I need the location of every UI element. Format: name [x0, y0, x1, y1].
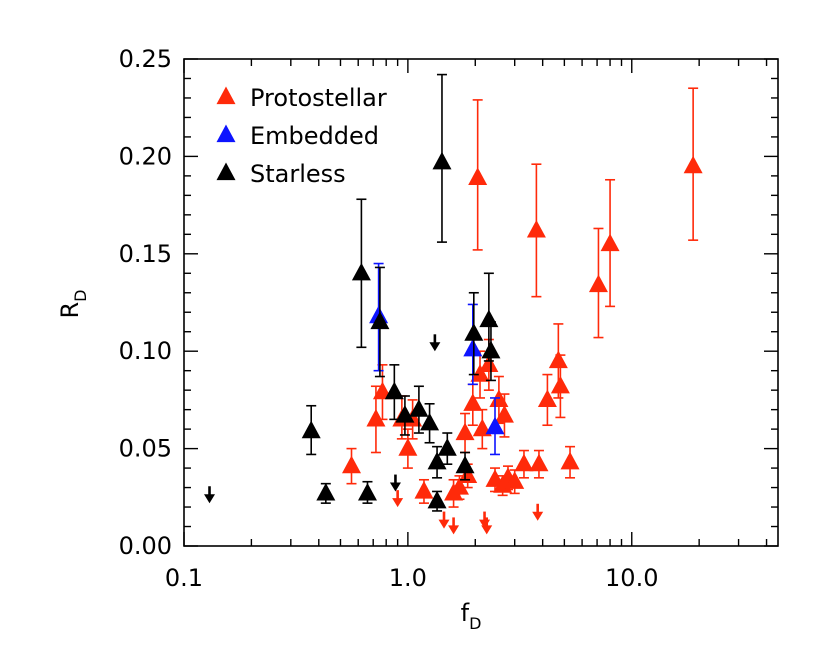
data-point-protostellar [526, 219, 546, 238]
series-protostellar [342, 87, 703, 535]
x-tick-label: 0.1 [165, 564, 203, 592]
data-point-starless [464, 323, 484, 341]
data-point-protostellar [468, 167, 488, 185]
data-point-protostellar [366, 408, 386, 427]
x-axis-title: fD [461, 599, 482, 633]
legend-label-protostellar: Protostellar [250, 84, 387, 112]
data-point-starless [427, 490, 447, 509]
data-point-protostellar [463, 393, 483, 411]
upper-limit-head [438, 519, 450, 529]
data-point-starless [432, 151, 452, 170]
y-tick-label: 0.10 [119, 337, 172, 365]
data-point-starless [357, 482, 377, 501]
data-point-starless [420, 412, 440, 431]
x-tick-label: 1.0 [389, 564, 427, 592]
data-point-embedded [463, 338, 483, 357]
data-point-starless [437, 438, 457, 456]
data-point-starless [301, 420, 321, 439]
data-point-protostellar [479, 354, 499, 372]
upper-limit-arrow-protostellar [448, 517, 460, 535]
data-point-protostellar [458, 465, 478, 483]
data-point-protostellar [560, 451, 580, 470]
upper-limit-head [448, 525, 460, 535]
legend-label-embedded: Embedded [250, 122, 379, 150]
data-point-protostellar [537, 389, 557, 408]
y-axis-title-subscript: D [71, 289, 90, 301]
data-point-protostellar [529, 453, 549, 472]
y-axis-title: RD [56, 289, 90, 318]
data-point-starless [316, 482, 336, 501]
data-point-starless [370, 311, 390, 330]
upper-limit-arrow-starless [389, 474, 401, 492]
y-tick-label: 0.00 [119, 532, 172, 560]
data-point-protostellar [600, 233, 620, 252]
upper-limit-arrow-protostellar [392, 490, 404, 508]
y-axis-title-main: R [56, 302, 84, 319]
legend-marker-embedded [216, 124, 236, 143]
data-point-protostellar [455, 422, 475, 441]
legend-marker-starless [216, 162, 236, 181]
upper-limit-arrow-starless [204, 486, 216, 504]
data-point-protostellar [414, 481, 434, 499]
upper-limit-arrow-protostellar [438, 511, 450, 529]
upper-limit-arrow-protostellar [532, 503, 544, 521]
data-point-protostellar [548, 350, 568, 369]
data-point-starless [479, 309, 499, 328]
x-axis-title-subscript: D [469, 614, 481, 633]
series-starless [204, 73, 501, 512]
legend-marker-protostellar [216, 86, 236, 105]
legend-label-starless: Starless [250, 160, 346, 188]
y-tick-label: 0.25 [119, 45, 172, 73]
data-point-protostellar [398, 438, 418, 456]
data-point-protostellar [550, 375, 570, 394]
data-point-protostellar [494, 405, 514, 423]
data-point-starless [351, 262, 371, 281]
data-point-protostellar [683, 155, 703, 174]
data-point-embedded [485, 416, 505, 435]
x-axis-title-main: f [461, 599, 470, 627]
data-point-protostellar [505, 471, 525, 489]
data-point-protostellar [514, 453, 534, 472]
axes-layer: 0.00 0.05 0.10 0.15 0.20 0.25 0.1 1.0 10.0 [119, 45, 778, 592]
data-point-protostellar [342, 455, 362, 474]
upper-limit-arrow-protostellar [481, 517, 493, 535]
x-tick-label: 10.0 [605, 564, 658, 592]
upper-limit-head [429, 342, 441, 352]
y-tick-label: 0.20 [119, 142, 172, 170]
data-layer [204, 73, 703, 535]
data-point-starless [395, 405, 415, 423]
upper-limit-head [532, 511, 544, 521]
upper-limit-head [389, 482, 401, 492]
data-point-starless [384, 381, 404, 400]
y-tick-label: 0.15 [119, 240, 172, 268]
legend: Protostellar Embedded Starless [216, 84, 387, 188]
upper-limit-head [392, 498, 404, 508]
upper-limit-head [481, 525, 493, 535]
data-point-protostellar [449, 477, 469, 495]
data-point-starless [481, 340, 501, 359]
data-point-starless [427, 451, 447, 470]
data-point-protostellar [470, 364, 490, 382]
data-point-starless [455, 455, 475, 474]
upper-limit-arrow-starless [429, 334, 441, 352]
upper-limit-head [204, 494, 216, 504]
data-point-protostellar [588, 274, 608, 293]
y-tick-label: 0.05 [119, 435, 172, 463]
plot-frame [183, 58, 779, 547]
data-point-starless [409, 399, 429, 417]
